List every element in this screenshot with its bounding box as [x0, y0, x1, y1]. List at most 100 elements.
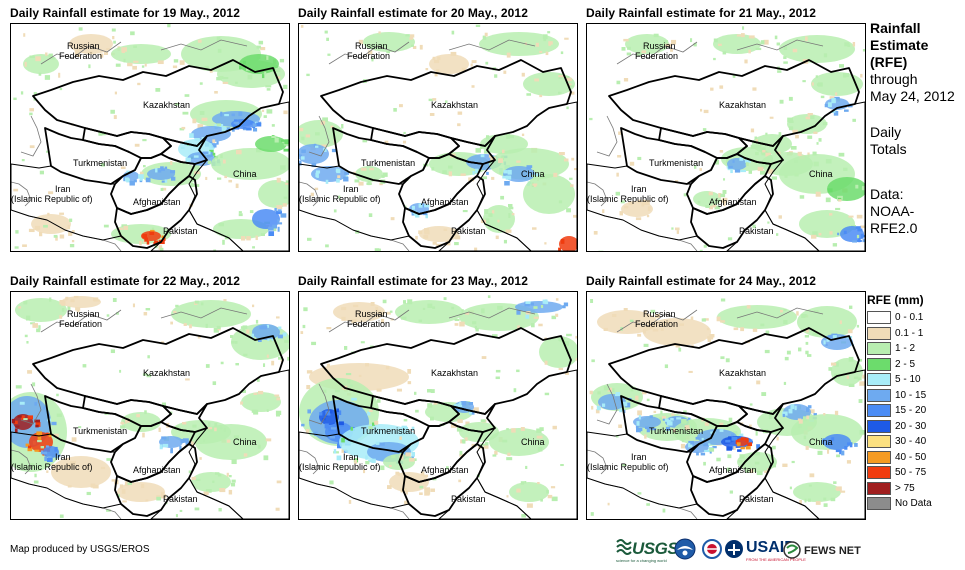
panel-title: Daily Rainfall estimate for 21 May., 201… — [586, 6, 816, 20]
rainfall-speck — [354, 459, 358, 464]
rainfall-area — [147, 168, 175, 180]
rainfall-speck — [499, 172, 503, 175]
rainfall-speck — [483, 445, 489, 449]
rainfall-speck — [87, 51, 93, 55]
rainfall-speck — [680, 443, 686, 449]
rainfall-speck — [274, 137, 279, 143]
coastline — [299, 181, 320, 207]
country-border-tajkyr — [160, 403, 208, 433]
rainfall-speck — [265, 85, 272, 88]
rainfall-area — [621, 201, 653, 217]
rainfall-speck — [424, 230, 430, 235]
rainfall-speck — [480, 443, 486, 447]
country-label: Afghanistan — [421, 197, 469, 207]
rainfall-speck — [253, 409, 259, 415]
rainfall-area — [827, 177, 865, 201]
rainfall-speck — [144, 237, 148, 242]
rainfall-speck — [544, 242, 547, 245]
rainfall-speck — [378, 31, 381, 34]
rainfall-area — [252, 209, 280, 229]
country-label: Turkmenistan — [73, 426, 127, 436]
rainfall-speck — [307, 409, 312, 414]
rainfall-speck — [732, 160, 735, 163]
rainfall-speck — [475, 148, 482, 153]
rainfall-speck — [123, 58, 126, 63]
rainfall-speck — [197, 124, 204, 129]
rainfall-speck — [472, 407, 479, 412]
rainfall-speck — [703, 109, 709, 114]
rainfall-speck — [704, 449, 711, 453]
agency-logos: USGS science for a changing world USAID … — [616, 538, 866, 566]
rainfall-speck — [155, 168, 158, 173]
rainfall-speck — [829, 213, 833, 216]
country-label: Afghanistan — [709, 465, 757, 475]
rainfall-speck — [255, 319, 259, 324]
sidebar-title-line: (RFE) — [870, 54, 908, 70]
legend-swatch — [867, 450, 891, 464]
country-label: Kazakhstan — [143, 368, 190, 378]
rainfall-speck — [39, 170, 44, 175]
nws-seal-icon — [702, 539, 722, 559]
rainfall-speck — [728, 386, 732, 390]
rainfall-speck — [661, 416, 667, 419]
rainfall-speck — [859, 430, 865, 435]
rainfall-speck — [701, 318, 706, 322]
rainfall-speck — [162, 402, 167, 406]
rainfall-map: Russian Federation Kazakhstan Turkmenistan I… — [586, 23, 866, 252]
rainfall-speck — [831, 362, 837, 366]
rainfall-speck — [835, 92, 838, 96]
rainfall-speck — [134, 143, 140, 147]
rainfall-speck — [558, 338, 565, 341]
rainfall-speck — [675, 227, 680, 231]
country-label: China — [809, 169, 833, 179]
rainfall-speck — [329, 480, 334, 485]
rainfall-speck — [406, 426, 409, 431]
rainfall-speck — [719, 429, 724, 432]
rainfall-speck — [826, 338, 830, 342]
rainfall-speck — [384, 140, 389, 144]
rainfall-speck — [542, 34, 548, 40]
rainfall-speck — [768, 414, 772, 420]
panel-title: Daily Rainfall estimate for 24 May., 201… — [586, 274, 816, 288]
rainfall-speck — [508, 213, 511, 219]
country-border-iran — [299, 431, 410, 509]
rainfall-speck — [243, 353, 248, 357]
rainfall-speck — [170, 321, 173, 325]
rainfall-speck — [29, 112, 33, 116]
rainfall-speck — [54, 433, 59, 438]
rainfall-speck — [827, 188, 833, 193]
rainfall-speck — [403, 419, 408, 422]
usgs-logo: USGS science for a changing world — [616, 538, 679, 566]
rainfall-speck — [173, 310, 177, 313]
rainfall-speck — [752, 87, 757, 91]
rainfall-speck — [29, 55, 35, 59]
rainfall-speck — [725, 358, 730, 363]
rainfall-speck — [170, 170, 176, 174]
rainfall-speck — [591, 359, 595, 363]
rainfall-speck — [706, 327, 710, 331]
rainfall-speck — [228, 179, 233, 183]
map-svg: RussianFederationKazakhstanTurkmenistanI… — [587, 26, 865, 251]
rainfall-speck — [831, 437, 835, 441]
rainfall-speck — [840, 490, 846, 493]
rainfall-speck — [40, 446, 45, 449]
rainfall-speck — [460, 173, 466, 176]
country-labels: RussianFederationKazakhstanTurkmenistanI… — [299, 309, 545, 519]
rainfall-speck — [589, 117, 593, 121]
rainfall-speck — [418, 319, 423, 322]
rainfall-speck — [595, 409, 600, 414]
rainfall-speck — [77, 49, 80, 54]
rainfall-speck — [485, 218, 490, 224]
rainfall-speck — [685, 427, 690, 431]
rainfall-speck — [690, 38, 693, 43]
rainfall-speck — [222, 239, 225, 245]
rainfall-speck — [468, 402, 474, 405]
rainfall-speck — [716, 457, 721, 462]
rainfall-speck — [100, 163, 106, 167]
rainfall-speck — [831, 110, 836, 113]
rainfall-speck — [646, 428, 650, 433]
rainfall-speck — [511, 428, 516, 433]
rainfall-speck — [299, 160, 302, 166]
rainfall-speck — [720, 298, 726, 302]
rainfall-speck — [646, 398, 650, 402]
